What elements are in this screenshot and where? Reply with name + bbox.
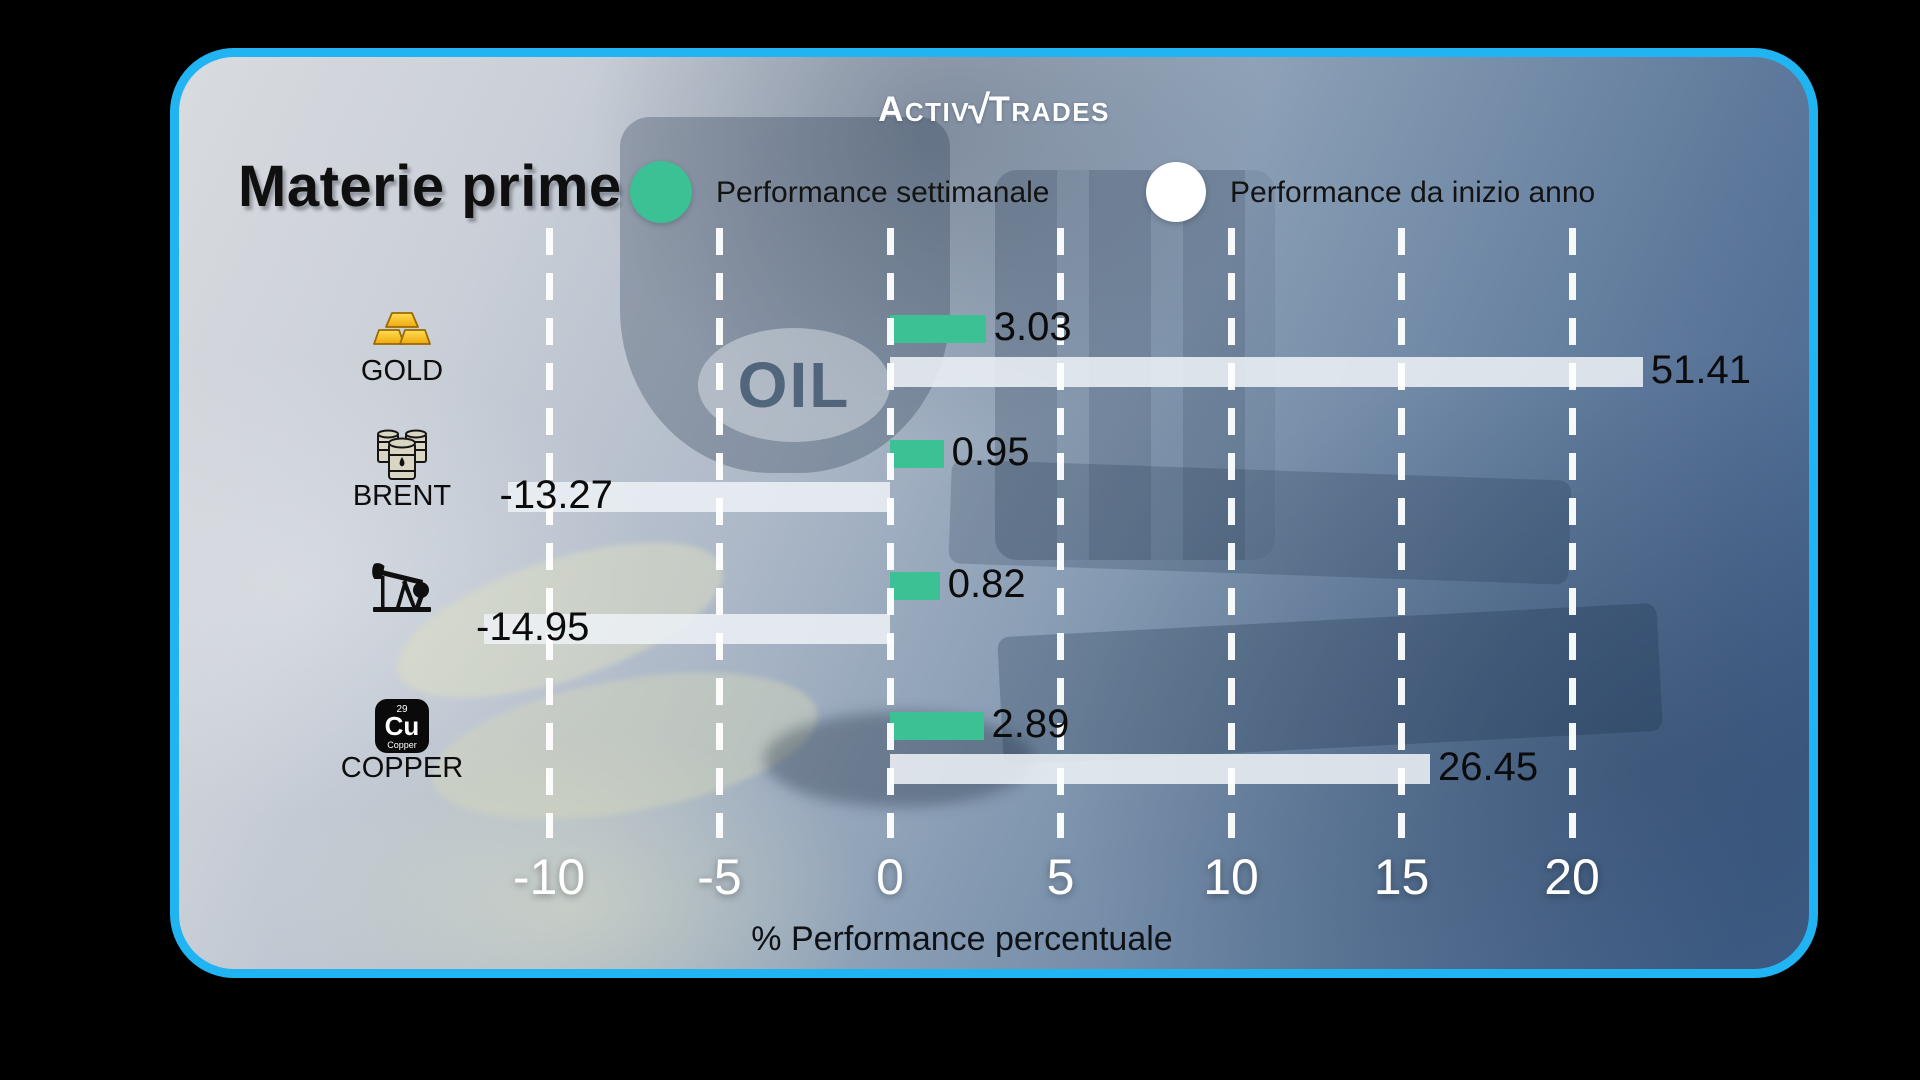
gridline-5 — [1057, 228, 1064, 838]
gridline-15 — [1398, 228, 1405, 838]
svg-text:29: 29 — [396, 704, 408, 715]
gold-bars-icon — [373, 311, 431, 352]
x-tick-label--5: -5 — [697, 849, 742, 905]
wti-weekly-value: 0.82 — [947, 562, 1026, 606]
activtrades-logo: ACTIV√TRADES — [170, 86, 1818, 132]
x-tick-label--10: -10 — [512, 849, 586, 905]
copper-ytd-value: 26.45 — [1438, 745, 1539, 789]
copper-row-label: COPPER — [340, 752, 464, 784]
x-tick-label-20: 20 — [1544, 849, 1600, 905]
logo-text: A — [878, 90, 905, 129]
gold-ytd-value: 51.41 — [1650, 348, 1751, 392]
ytd-legend-dot-icon — [1146, 162, 1206, 222]
x-tick-label-0: 0 — [876, 849, 904, 905]
svg-text:Copper: Copper — [387, 740, 417, 750]
gridline--5 — [716, 228, 723, 838]
oil-pumpjack-icon — [371, 560, 433, 617]
gold-weekly-bar — [890, 315, 986, 343]
logo-text: CTIV — [904, 97, 971, 127]
logo-text: T — [988, 90, 1012, 129]
brent-ytd-value: -13.27 — [499, 473, 613, 517]
x-tick-label-10: 10 — [1203, 849, 1259, 905]
wti-weekly-bar — [890, 572, 940, 600]
weekly-legend-label: Performance settimanale — [716, 176, 1050, 209]
logo-slash-icon: √ — [968, 88, 992, 132]
gridline-0 — [886, 228, 894, 838]
brent-weekly-value: 0.95 — [951, 430, 1030, 474]
page-title: Materie prime — [238, 154, 622, 219]
oil-badge-text: OIL — [737, 349, 851, 421]
weekly-legend-dot-icon — [630, 161, 692, 223]
wti-ytd-value: -14.95 — [476, 605, 590, 649]
brent-ytd-bar — [507, 482, 890, 512]
copper-element-icon: 29 Cu Copper — [374, 698, 430, 759]
copper-ytd-bar — [890, 754, 1430, 784]
x-tick-label-15: 15 — [1373, 849, 1430, 905]
x-tick-label-5: 5 — [1046, 849, 1075, 905]
brent-weekly-bar — [890, 440, 944, 468]
gridline-20 — [1568, 228, 1576, 838]
x-axis-title: % Performance percentuale — [751, 920, 1173, 958]
gold-weekly-value: 3.03 — [993, 305, 1072, 349]
brent-row-label: BRENT — [352, 480, 452, 512]
svg-text:Cu: Cu — [385, 711, 420, 741]
copper-weekly-bar — [890, 712, 984, 740]
copper-weekly-value: 2.89 — [991, 702, 1070, 746]
logo-text: RADES — [1011, 97, 1110, 127]
oil-barrel-label-decoration: OIL — [698, 328, 890, 442]
gridline--10 — [545, 228, 553, 838]
gold-row-label: GOLD — [360, 355, 444, 387]
gridline-10 — [1227, 228, 1235, 838]
gold-ytd-bar — [890, 357, 1643, 387]
ytd-legend-label: Performance da inizio anno — [1230, 176, 1596, 209]
oil-barrels-icon — [374, 427, 430, 486]
